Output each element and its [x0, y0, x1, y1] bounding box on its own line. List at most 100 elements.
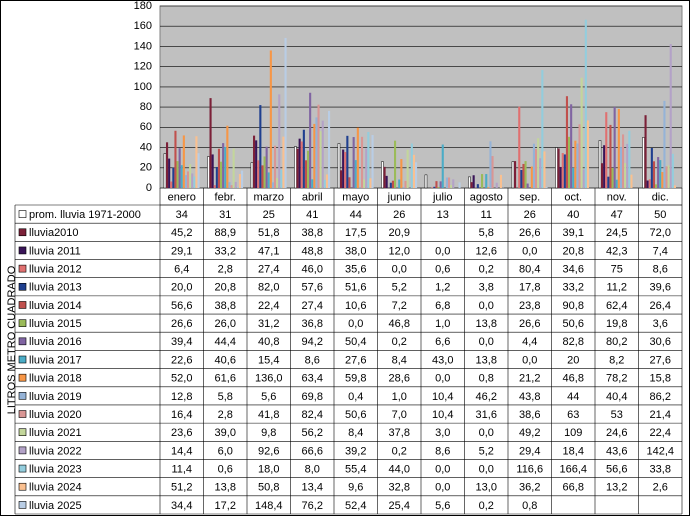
x-tick-label: sep.	[519, 191, 540, 203]
bar	[404, 180, 407, 188]
bar	[655, 184, 658, 188]
bar	[570, 104, 573, 188]
bar	[450, 184, 453, 188]
table-cell: 8,4	[348, 427, 363, 439]
x-tick-label: dic.	[652, 191, 669, 203]
bar	[180, 165, 183, 188]
bar	[284, 37, 287, 188]
table-cell: 66,6	[302, 445, 323, 457]
bar	[555, 147, 558, 189]
legend-label: lluvia 2022	[29, 445, 82, 457]
bar	[601, 163, 604, 188]
bar	[541, 70, 544, 188]
bar	[170, 181, 173, 188]
table-cell: 6,4	[174, 264, 189, 276]
bar	[458, 182, 461, 188]
table-cell: 76,2	[302, 500, 323, 512]
table-cell: 82,4	[302, 409, 323, 421]
table-cell: 47	[611, 209, 623, 221]
table-cell: 6,0	[218, 445, 233, 457]
table-cell: 17,8	[519, 282, 540, 294]
table-cell: 0,2	[392, 445, 407, 457]
table-cell: 10,6	[345, 300, 366, 312]
table-cell: 80,2	[606, 336, 627, 348]
table-cell: 75	[611, 264, 623, 276]
legend-label: prom. lluvia 1971-2000	[29, 209, 141, 221]
bar	[280, 169, 283, 188]
bar	[182, 135, 185, 188]
bar	[452, 179, 455, 188]
bar	[313, 123, 316, 188]
legend-label: lluvia 2021	[29, 427, 82, 439]
table-cell: 26,4	[650, 300, 671, 312]
table-cell: 26	[393, 209, 405, 221]
bar	[481, 174, 484, 188]
bar	[302, 129, 305, 188]
bar	[383, 166, 386, 188]
bar	[168, 158, 171, 188]
table-cell: 56,6	[171, 300, 192, 312]
legend-key	[18, 264, 27, 273]
bar	[296, 148, 299, 188]
table-cell: 0,0	[435, 373, 450, 385]
legend-key	[18, 246, 27, 255]
table-cell: 66,8	[563, 482, 584, 494]
legend-key	[18, 228, 27, 237]
bar	[621, 134, 625, 188]
table-cell: 3,6	[653, 318, 668, 330]
table-cell: 50,6	[345, 409, 366, 421]
x-tick-label: junio	[387, 191, 411, 203]
table-cell: 24,6	[606, 427, 627, 439]
table-cell: 8,0	[305, 463, 320, 475]
table-cell: 82,0	[258, 282, 279, 294]
table-cell: 49,2	[519, 427, 540, 439]
bar	[189, 164, 192, 188]
table-cell: 36,2	[519, 482, 540, 494]
table-cell: 26,6	[519, 227, 540, 239]
bar	[526, 183, 529, 188]
bar	[642, 137, 645, 189]
bar	[346, 135, 349, 188]
bar	[489, 141, 492, 188]
table-cell: 27,4	[258, 264, 279, 276]
bar	[414, 162, 418, 188]
table-cell: 37,8	[389, 427, 410, 439]
table-cell: 20,9	[389, 227, 410, 239]
bar	[400, 159, 403, 188]
bar	[565, 96, 569, 188]
bar	[304, 160, 308, 188]
table-cell: 53	[611, 409, 623, 421]
bar	[369, 178, 372, 188]
bar	[238, 174, 241, 188]
table-cell: 2,8	[218, 264, 233, 276]
legend-key	[18, 319, 27, 327]
bar	[191, 173, 194, 188]
table-cell: 45,2	[171, 227, 192, 239]
table-cell: 0,6	[218, 463, 233, 475]
table-cell: 10,4	[432, 391, 453, 403]
legend-label: lluvia 2020	[29, 409, 82, 421]
bar	[367, 131, 370, 188]
bar	[271, 182, 274, 188]
table-cell: 40,4	[606, 391, 627, 403]
table-cell: 63,4	[302, 373, 323, 385]
legend-label: lluvia 2016	[29, 336, 82, 348]
table-cell: 50,8	[258, 482, 279, 494]
table-cell: 52,4	[345, 500, 366, 512]
bar	[278, 94, 281, 188]
legend-key	[18, 482, 27, 491]
table-cell: 40	[567, 209, 579, 221]
bar	[294, 146, 297, 189]
table-cell: 6,8	[435, 300, 450, 312]
table-cell: 62,4	[606, 300, 627, 312]
table-cell: 5,2	[392, 282, 407, 294]
bar	[371, 135, 374, 188]
table-cell: 18,4	[563, 445, 584, 457]
bar	[230, 185, 233, 188]
legend-key	[18, 282, 27, 291]
bar	[522, 163, 525, 188]
table-cell: 8,2	[609, 354, 624, 366]
legend-label: lluvia 2023	[29, 463, 82, 475]
table-cell: 38,8	[302, 227, 323, 239]
table-cell: 12,0	[389, 245, 410, 257]
